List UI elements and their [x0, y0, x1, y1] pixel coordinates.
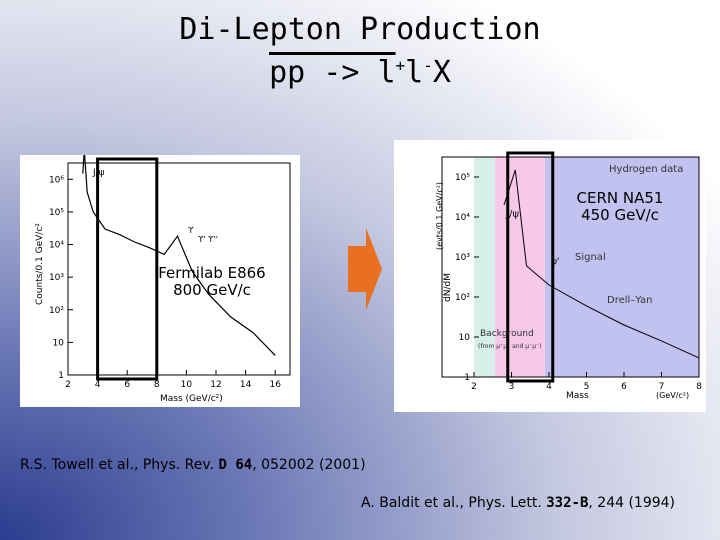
fermilab-upsilon-label: ϒ: [188, 226, 194, 235]
ref1-pre: R.S. Towell et al., Phys. Rev.: [20, 457, 219, 473]
ref1-bold: D 64: [218, 457, 253, 473]
ref2-bold: 332-B: [546, 495, 589, 511]
slide-title: Di-Lepton Production: [179, 12, 541, 47]
cern-signal-label: Signal: [575, 252, 606, 263]
reaction-lepton: l: [405, 55, 424, 90]
x-tick-label: 3: [509, 382, 515, 392]
cern-jpsi-label: J/ψ: [505, 209, 519, 220]
fermilab-chart: 1 10 10² 10³ 10⁴ 10⁵ 10⁶ 2 4 6 8 10 12 14 16 J/ψ ϒ ϒ'…: [35, 149, 291, 404]
y-tick-label: 10³: [49, 273, 64, 283]
cern-chart-panel: 1 10 10² 10³ 10⁴ 10⁵ 2 3 4 5 6 7 8 Hydrogen data J/…: [394, 140, 706, 412]
x-tick-label: 2: [471, 382, 477, 392]
fermilab-jpsi-label: J/ψ: [92, 168, 105, 178]
fermilab-chart-panel: 1 10 10² 10³ 10⁴ 10⁵ 10⁶ 2 4 6 8 10 12 14 16 J/ψ ϒ ϒ'…: [20, 149, 300, 407]
cern-signal-region: [495, 157, 545, 377]
x-tick-label: 5: [584, 382, 590, 392]
cern-data-curve: [503, 169, 700, 359]
cern-y-ticks: 1 10 10² 10³ 10⁴ 10⁵: [455, 173, 479, 383]
x-tick-label: 12: [210, 380, 221, 390]
cern-highlight-box: [506, 151, 555, 383]
x-tick-label: 14: [240, 380, 252, 390]
minus-superscript: -: [423, 56, 433, 75]
x-tick-label: 8: [696, 382, 702, 392]
cern-dy-region: [545, 157, 699, 377]
fermilab-data-curve: [82, 149, 276, 356]
reaction-suffix: X: [432, 55, 451, 90]
y-tick-label: 10⁵: [455, 173, 470, 183]
y-tick-label: 10⁶: [49, 175, 64, 185]
cern-background-sub-label: (from μ⁺μ⁺ and μ⁻μ⁻): [478, 343, 542, 350]
x-tick-label: 6: [621, 382, 627, 392]
y-tick-label: 10⁴: [455, 213, 470, 223]
cern-plot-frame: [441, 156, 700, 378]
x-tick-label: 4: [95, 380, 101, 390]
fermilab-upsilon-prime-label: ϒ': [198, 235, 206, 244]
ref2-pre: A. Baldit et al., Phys. Lett.: [361, 495, 547, 511]
cern-background-region: [474, 157, 495, 377]
fermilab-y-ticks: 1 10 10² 10³ 10⁴ 10⁵ 10⁶: [49, 175, 73, 381]
y-tick-label: 10: [53, 338, 65, 348]
cern-background-label: Background: [480, 329, 534, 339]
fermilab-upsilon-dprime-label: ϒ'': [208, 235, 218, 244]
cern-x-axis-label: Mass: [566, 391, 589, 401]
ref2-post: , 244 (1994): [588, 495, 676, 511]
cern-x-ticks: 2 3 4 5 6 7 8: [471, 372, 702, 392]
fermilab-x-axis-label: Mass (GeV/c²): [160, 394, 223, 404]
reaction-equation: pp -> l+l-X: [0, 55, 720, 90]
ref1-post: , 052002 (2001): [252, 457, 366, 473]
x-tick-label: 2: [65, 380, 71, 390]
cern-y-axis-label-2: (evts/0.1 GeV/c²): [435, 182, 444, 250]
x-tick-label: 7: [659, 382, 665, 392]
x-tick-label: 8: [154, 380, 160, 390]
y-tick-label: 1: [464, 373, 470, 383]
reference-towell: R.S. Towell et al., Phys. Rev. D 64, 052…: [20, 457, 366, 473]
plus-superscript: +: [395, 56, 406, 75]
cern-drellyan-label: Drell–Yan: [607, 295, 653, 306]
reaction-prefix: pp -> l: [269, 55, 396, 90]
x-tick-label: 4: [546, 382, 552, 392]
y-tick-label: 10²: [49, 306, 64, 316]
y-tick-label: 10³: [455, 253, 470, 263]
fermilab-highlight-box: [96, 157, 159, 381]
y-tick-label: 10⁵: [49, 208, 64, 218]
cern-x-unit-label: (GeV/c²): [656, 391, 689, 400]
fermilab-plot-frame: [67, 162, 291, 376]
arrow-icon: [348, 228, 382, 310]
cern-hydrogen-label: Hydrogen data: [609, 164, 683, 175]
y-tick-label: 10: [459, 333, 471, 343]
cern-chart: 1 10 10² 10³ 10⁴ 10⁵ 2 3 4 5 6 7 8 Hydrogen data J/…: [435, 151, 702, 401]
y-tick-label: 1: [58, 371, 64, 381]
cern-label: CERN NA51 450 GeV/c: [576, 189, 664, 224]
x-tick-label: 6: [124, 380, 130, 390]
y-tick-label: 10²: [455, 293, 470, 303]
fermilab-x-ticks: 2 4 6 8 10 12 14 16: [65, 370, 281, 390]
x-tick-label: 16: [269, 380, 281, 390]
cern-psiprime-label: ψ': [551, 257, 559, 267]
fermilab-label: Fermilab E866 800 GeV/c: [158, 264, 266, 299]
fermilab-y-axis-label: Counts/0.1 GeV/c²: [35, 223, 45, 305]
x-tick-label: 10: [181, 380, 193, 390]
cern-y-axis-label: dN/dM: [443, 273, 453, 302]
y-tick-label: 10⁴: [49, 241, 64, 251]
reference-baldit: A. Baldit et al., Phys. Lett. 332-B, 244…: [361, 495, 675, 511]
